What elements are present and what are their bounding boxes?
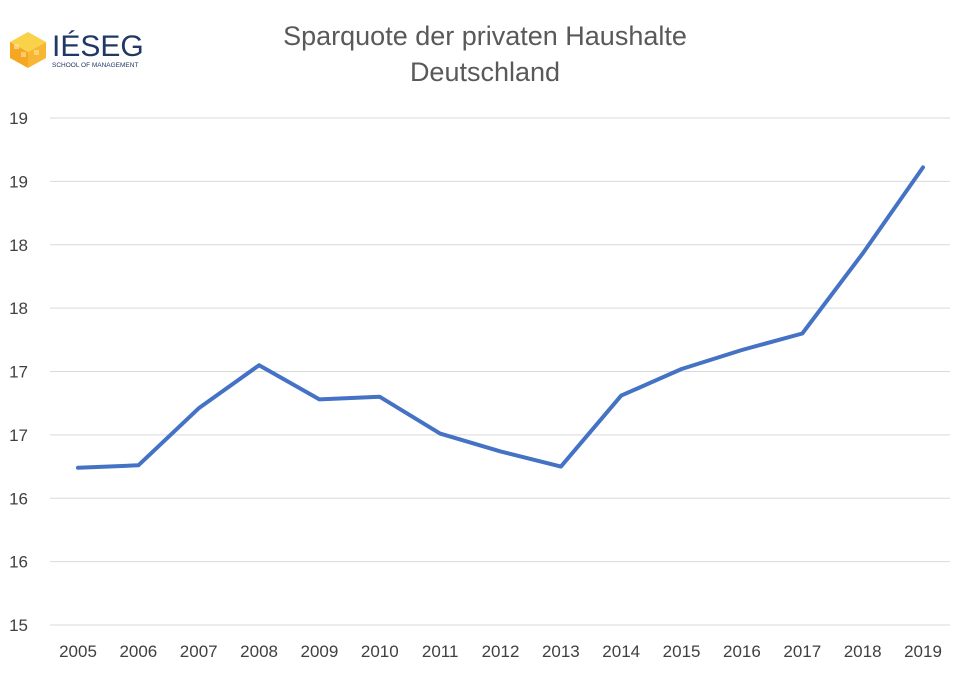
series-line xyxy=(76,165,925,470)
logo-cube-icon xyxy=(10,32,46,68)
x-tick-label: 2009 xyxy=(301,642,339,661)
x-tick-label: 2016 xyxy=(723,642,761,661)
x-tick-label: 2013 xyxy=(542,642,580,661)
x-axis-ticks: 2005 2006 2007 2008 2009 2010 2011 2012 2013 2014… xyxy=(59,642,942,661)
logo-tagline: SCHOOL OF MANAGEMENT xyxy=(52,62,138,69)
x-tick-label: 2017 xyxy=(783,642,821,661)
chart-subtitle: Deutschland xyxy=(409,57,561,87)
x-tick-label: 2006 xyxy=(119,642,157,661)
y-tick-label: 16 xyxy=(9,489,28,508)
x-tick-label: 2011 xyxy=(422,642,459,661)
chart-title-block: Sparquote der privaten Haushalte Deutsch… xyxy=(180,18,790,90)
x-tick-label: 2008 xyxy=(240,642,278,661)
y-tick-label: 19 xyxy=(9,109,28,128)
y-tick-label: 15 xyxy=(9,616,28,635)
x-tick-label: 2014 xyxy=(602,642,640,661)
y-tick-label: 17 xyxy=(9,363,28,382)
x-tick-label: 2012 xyxy=(482,642,520,661)
y-tick-label: 17 xyxy=(9,426,28,445)
x-tick-label: 2005 xyxy=(59,642,97,661)
y-tick-label: 16 xyxy=(9,553,28,572)
series-layer xyxy=(76,165,925,470)
gridlines xyxy=(50,117,950,626)
y-tick-label: 18 xyxy=(9,299,28,318)
y-tick-label: 18 xyxy=(9,236,28,255)
ieseg-logo-mark: IÉSEG SCHOOL OF MANAGEMENT xyxy=(10,30,144,69)
x-tick-label: 2007 xyxy=(180,642,218,661)
y-tick-label: 19 xyxy=(9,172,28,191)
chart-title: Sparquote der privaten Haushalte xyxy=(283,21,687,51)
x-tick-label: 2015 xyxy=(663,642,701,661)
logo-name: IÉSEG xyxy=(52,30,144,63)
x-tick-label: 2019 xyxy=(904,642,942,661)
ieseg-logo: IÉSEG SCHOOL OF MANAGEMENT xyxy=(6,22,156,72)
y-axis-ticks: 15 16 16 17 17 18 18 19 19 xyxy=(9,109,28,635)
x-tick-label: 2018 xyxy=(844,642,882,661)
x-tick-label: 2010 xyxy=(361,642,399,661)
